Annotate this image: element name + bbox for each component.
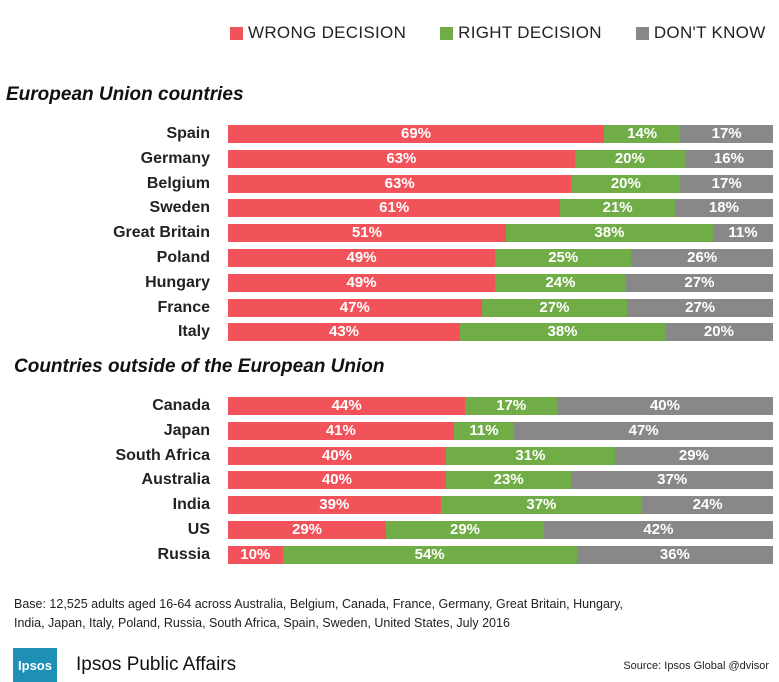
bar-wrong: 63% (228, 149, 575, 168)
bar-row-germany: 63% 20% 16% (228, 149, 773, 168)
bar-wrong: 63% (228, 174, 572, 193)
bar-right: 37% (440, 496, 643, 515)
footnote-line-1: Base: 12,525 adults aged 16-64 across Au… (14, 597, 623, 611)
bar-row-japan: 41% 11% 47% (228, 421, 773, 440)
country-label-canada: Canada (152, 397, 210, 414)
section-title-eu: European Union countries (6, 84, 244, 105)
bar-right: 21% (560, 199, 675, 218)
legend-swatch-dont-know (635, 26, 649, 40)
legend-label-right: RIGHT DECISION (458, 23, 602, 42)
bar-row-canada: 44% 17% 40% (228, 397, 773, 415)
bar-right: 17% (465, 397, 558, 415)
bar-wrong: 69% (228, 125, 604, 143)
country-label-sweden: Sweden (149, 199, 210, 217)
logo-text: Ipsos (18, 657, 52, 673)
bar-right: 25% (495, 249, 632, 267)
bar-wrong: 40% (228, 471, 446, 490)
section-title-non-eu: Countries outside of the European Union (14, 356, 385, 377)
bar-dont-know: 24% (642, 496, 773, 515)
bar-wrong: 47% (228, 298, 482, 317)
legend-item-wrong: WRONG DECISION (230, 23, 406, 43)
bar-dont-know: 36% (576, 545, 773, 564)
country-label-australia: Australia (141, 471, 210, 489)
bar-wrong: 49% (228, 273, 496, 292)
legend-label-wrong: WRONG DECISION (248, 23, 407, 42)
bar-right: 14% (604, 125, 681, 143)
country-label-germany: Germany (140, 149, 210, 167)
bar-dont-know: 17% (680, 125, 773, 143)
ipsos-logo: Ipsos (13, 648, 57, 682)
bar-dont-know: 17% (680, 174, 773, 193)
country-label-france: France (157, 298, 210, 316)
bar-wrong: 41% (228, 421, 454, 440)
bar-row-spain: 69% 14% 17% (228, 125, 773, 143)
legend-item-right: RIGHT DECISION (440, 23, 602, 43)
bar-wrong: 29% (228, 521, 386, 539)
bar-dont-know: 37% (571, 471, 773, 490)
footnote-line-2: India, Japan, Italy, Poland, Russia, Sou… (14, 616, 510, 630)
bar-dont-know: 47% (514, 421, 773, 440)
bar-wrong: 44% (228, 397, 466, 415)
bar-wrong: 40% (228, 446, 446, 465)
country-label-russia: Russia (157, 545, 210, 563)
bar-dont-know: 40% (557, 397, 773, 415)
source-note: Source: Ipsos Global @dvisor (623, 660, 769, 672)
bar-right: 38% (505, 224, 713, 243)
bar-wrong: 10% (228, 545, 283, 564)
bar-row-hungary: 49% 24% 27% (228, 273, 774, 292)
bar-dont-know: 42% (544, 521, 773, 539)
country-label-india: India (172, 496, 210, 514)
bar-right: 54% (282, 545, 577, 564)
bar-row-australia: 40% 23% 37% (228, 471, 773, 490)
bar-wrong: 49% (228, 249, 496, 267)
bar-right: 20% (571, 174, 681, 193)
bar-right: 20% (574, 149, 685, 168)
bar-dont-know: 16% (684, 149, 773, 168)
bar-row-us: 29% 29% 42% (228, 521, 773, 539)
country-label-italy: Italy (177, 323, 210, 341)
bar-right: 23% (445, 471, 572, 490)
bar-right: 11% (453, 421, 515, 440)
bar-row-italy: 43% 38% 20% (228, 323, 773, 342)
bar-right: 24% (495, 273, 626, 292)
bar-dont-know: 27% (625, 273, 774, 292)
legend: WRONG DECISION RIGHT DECISION DON'T KNOW (230, 20, 766, 46)
bar-dont-know: 11% (712, 224, 773, 243)
bar-right: 27% (481, 298, 628, 317)
legend-item-dont-know: DON'T KNOW (635, 23, 766, 43)
country-label-great-britain: Great Britain (113, 224, 210, 242)
bar-row-great-britain: 51% 38% 11% (228, 224, 773, 243)
bar-row-france: 47% 27% 27% (228, 298, 773, 317)
bar-wrong: 39% (228, 496, 441, 515)
bar-row-south-africa: 40% 31% 29% (228, 446, 773, 465)
country-label-hungary: Hungary (145, 273, 210, 291)
bar-right: 29% (386, 521, 544, 539)
bar-wrong: 51% (228, 224, 506, 243)
bar-row-poland: 49% 25% 26% (228, 249, 774, 267)
bar-row-sweden: 61% 21% 18% (228, 199, 773, 218)
bar-row-india: 39% 37% 24% (228, 496, 773, 515)
bar-dont-know: 20% (665, 323, 773, 342)
legend-label-dont-know: DON'T KNOW (653, 23, 766, 42)
bar-dont-know: 27% (627, 298, 773, 317)
country-label-us: US (187, 521, 210, 538)
bar-right: 38% (460, 323, 665, 342)
bar-right: 31% (446, 446, 615, 465)
bar-row-russia: 10% 54% 36% (228, 545, 773, 564)
brand-name: Ipsos Public Affairs (76, 654, 237, 675)
footnote: Base: 12,525 adults aged 16-64 across Au… (14, 595, 654, 633)
bar-row-belgium: 63% 20% 17% (228, 174, 773, 193)
country-label-belgium: Belgium (146, 174, 210, 192)
bar-dont-know: 29% (614, 446, 773, 465)
bar-wrong: 43% (228, 323, 460, 342)
bar-dont-know: 18% (674, 199, 773, 218)
legend-swatch-wrong (230, 26, 243, 40)
country-label-poland: Poland (156, 249, 210, 266)
bar-wrong: 61% (228, 199, 561, 218)
country-label-south-africa: South Africa (115, 446, 210, 464)
legend-swatch-right (440, 26, 454, 40)
country-label-japan: Japan (163, 421, 210, 439)
bar-dont-know: 26% (631, 249, 774, 267)
country-label-spain: Spain (166, 125, 210, 142)
